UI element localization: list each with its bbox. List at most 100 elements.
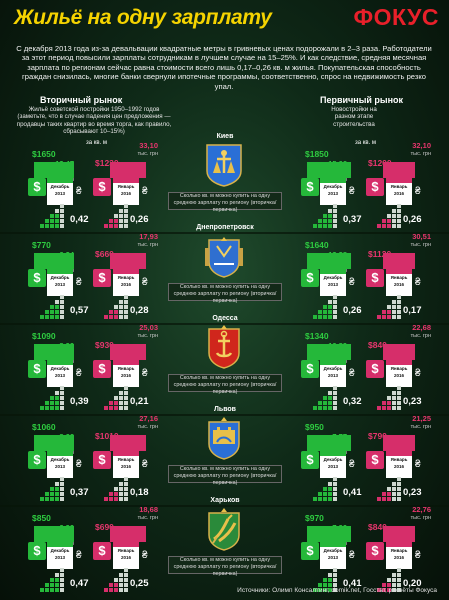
pink-bar-2016 (110, 526, 146, 542)
area-square (109, 406, 113, 410)
green-bar-2013 (307, 162, 351, 178)
uah-price-2016: 21,25 тыс. грн (409, 415, 431, 431)
area-square (392, 219, 396, 223)
area-square (392, 573, 396, 577)
area-square (387, 315, 391, 319)
area-square (387, 214, 391, 218)
area-square (60, 295, 64, 299)
hryvnia-icon: ₴ (142, 186, 148, 197)
area-square (392, 209, 396, 213)
hryvnia-icon: ₴ (349, 550, 355, 561)
calendar-label: Декабрь 2013 (323, 548, 343, 560)
calendar-label: Декабрь 2013 (50, 184, 70, 196)
per-sqm-label-left: за кв. м (86, 140, 108, 146)
odesa-crest-icon (205, 325, 243, 369)
hryvnia-icon: ₴ (349, 186, 355, 197)
green-bar-2013 (307, 526, 351, 542)
area-square (318, 406, 322, 410)
area-square (392, 406, 396, 410)
area-square (333, 209, 337, 213)
area-square (382, 219, 386, 223)
area-square (119, 391, 123, 395)
area-square (387, 492, 391, 496)
area-square (119, 224, 123, 228)
area-square (397, 305, 401, 309)
area-square (387, 224, 391, 228)
area-square (382, 315, 386, 319)
area-square (328, 487, 332, 491)
area-square (60, 583, 64, 587)
uah-value-2016: 22,68 (412, 323, 431, 332)
thousand-uah-label: тыс. грн (410, 333, 431, 339)
hryvnia-icon: ₴ (142, 550, 148, 561)
area-square (109, 219, 113, 223)
dollar-icon: $ (93, 178, 111, 196)
area-square (323, 497, 327, 501)
secondary-market-title: Вторичный рынок (40, 95, 123, 105)
calendar-jan2016-icon: Январь 2016 (113, 178, 139, 205)
area-square (392, 214, 396, 218)
calendar-label: Декабрь 2013 (323, 457, 343, 469)
area-square (377, 224, 381, 228)
green-bar-2013 (307, 253, 351, 269)
area-square (124, 578, 128, 582)
area-square (124, 583, 128, 587)
area-square (382, 401, 386, 405)
area-square (104, 406, 108, 410)
sqm-per-salary-note: Сколько кв. м можно купить на одну средн… (168, 192, 282, 213)
area-square (382, 588, 386, 592)
dollar-icon: $ (301, 360, 319, 378)
area-square (328, 578, 332, 582)
usd-price-2013: $970 (305, 513, 324, 523)
city-block-1: Днепропетровск Сколько кв. м можно купить… (0, 224, 449, 337)
dollar-icon: $ (28, 542, 46, 560)
row-separator (0, 414, 449, 416)
area-square (392, 305, 396, 309)
sqm-ratio-2013: 0,37 (343, 214, 362, 225)
area-square (328, 401, 332, 405)
area-square (114, 315, 118, 319)
pink-bar-2016 (383, 526, 415, 542)
green-bar-2013 (34, 435, 74, 451)
area-square (333, 204, 337, 208)
uah-price-2016: 30,51 тыс. грн (409, 233, 431, 249)
area-square (328, 305, 332, 309)
area-square (45, 224, 49, 228)
area-square (50, 396, 54, 400)
sqm-ratio-2013: 0,42 (70, 214, 89, 225)
area-square (124, 477, 128, 481)
area-square (50, 583, 54, 587)
area-square (119, 578, 123, 582)
area-square (318, 583, 322, 587)
area-square (333, 401, 337, 405)
sqm-per-salary-note: Сколько кв. м можно купить на одну средн… (168, 556, 282, 577)
usd-price-2013: $1640 (305, 240, 329, 250)
area-square (124, 487, 128, 491)
calendar-label: Декабрь 2013 (323, 275, 343, 287)
area-square (397, 315, 401, 319)
area-square (333, 492, 337, 496)
area-square (50, 497, 54, 501)
area-square (333, 578, 337, 582)
area-square (387, 497, 391, 501)
area-square (119, 310, 123, 314)
area-square (50, 214, 54, 218)
area-square (119, 573, 123, 577)
usd-price-2016: $1200 (368, 158, 392, 168)
usd-price-2013: $1340 (305, 331, 329, 341)
area-square (55, 214, 59, 218)
sqm-ratio-2016: 0,20 (403, 578, 422, 589)
pink-bar-2016 (110, 162, 146, 178)
kharkiv-crest-icon (205, 507, 243, 551)
area-square (387, 588, 391, 592)
uah-price-2016: 18,68 тыс. грн (136, 506, 158, 522)
dollar-icon: $ (93, 451, 111, 469)
calendar-jan2016-icon: Январь 2016 (386, 451, 412, 478)
calendar-dec2013-icon: Декабрь 2013 (320, 542, 346, 569)
area-square (328, 300, 332, 304)
area-square (397, 406, 401, 410)
area-square (124, 482, 128, 486)
calendar-dec2013-icon: Декабрь 2013 (47, 269, 73, 296)
area-square (392, 224, 396, 228)
area-square (50, 305, 54, 309)
